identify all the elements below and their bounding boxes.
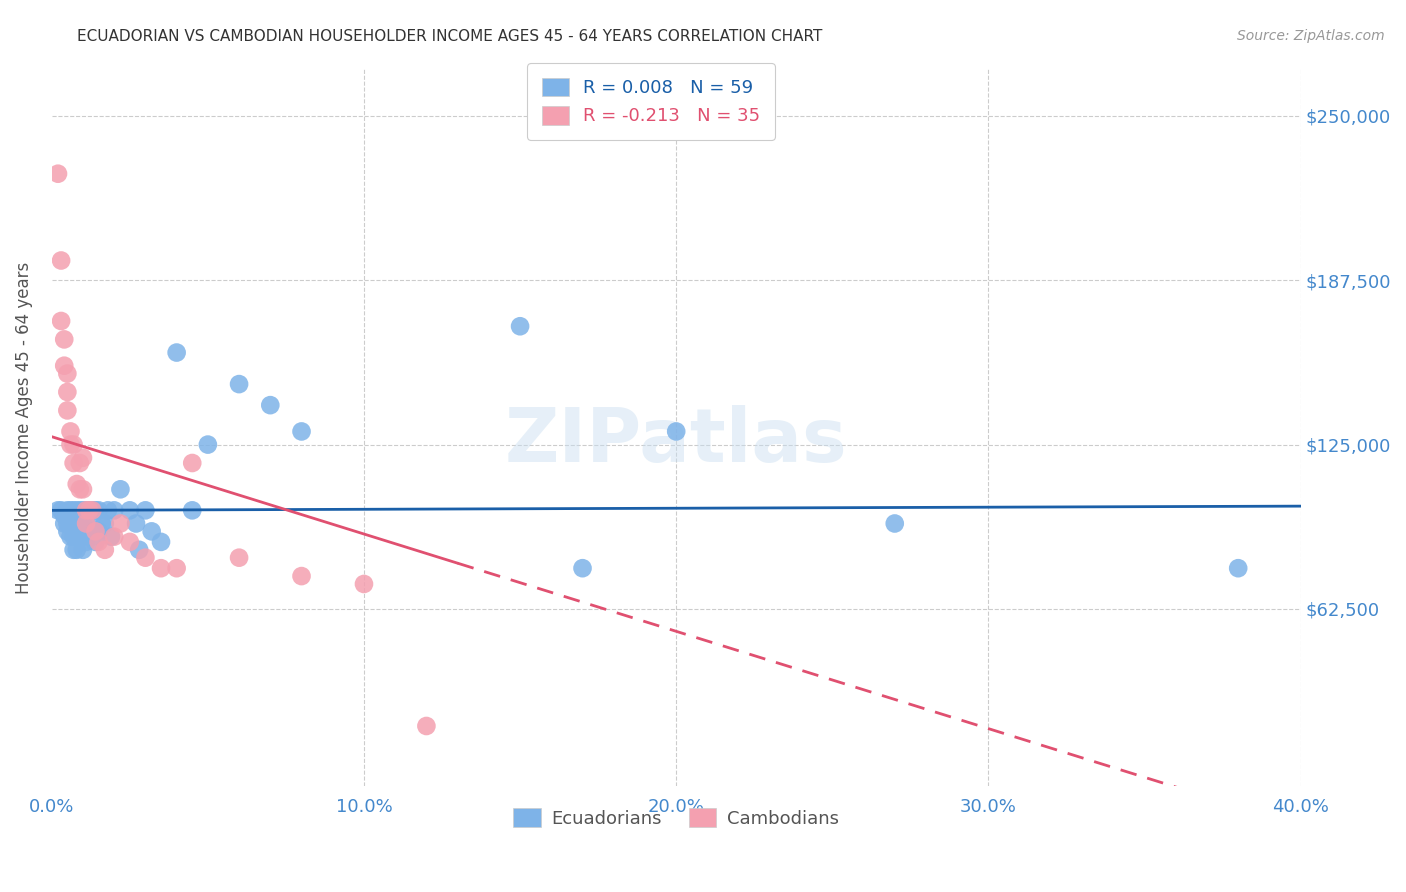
Point	[59, 437, 82, 451]
Point	[72, 483, 94, 497]
Point	[103, 503, 125, 517]
Point	[118, 535, 141, 549]
Point	[110, 516, 132, 531]
Point	[75, 503, 97, 517]
Point	[87, 503, 110, 517]
Point	[56, 367, 79, 381]
Text: ZIPatlas: ZIPatlas	[505, 405, 848, 478]
Point	[509, 319, 531, 334]
Point	[75, 503, 97, 517]
Legend: Ecuadorians, Cambodians: Ecuadorians, Cambodians	[506, 801, 846, 835]
Point	[69, 530, 91, 544]
Point	[66, 503, 89, 517]
Point	[77, 524, 100, 539]
Point	[75, 516, 97, 531]
Point	[72, 516, 94, 531]
Point	[46, 167, 69, 181]
Point	[150, 535, 173, 549]
Text: ECUADORIAN VS CAMBODIAN HOUSEHOLDER INCOME AGES 45 - 64 YEARS CORRELATION CHART: ECUADORIAN VS CAMBODIAN HOUSEHOLDER INCO…	[77, 29, 823, 44]
Point	[197, 437, 219, 451]
Point	[62, 516, 84, 531]
Point	[82, 503, 104, 517]
Point	[103, 530, 125, 544]
Point	[290, 569, 312, 583]
Point	[77, 503, 100, 517]
Point	[72, 503, 94, 517]
Point	[59, 425, 82, 439]
Point	[87, 535, 110, 549]
Point	[665, 425, 688, 439]
Point	[62, 437, 84, 451]
Point	[141, 524, 163, 539]
Point	[77, 503, 100, 517]
Point	[49, 503, 72, 517]
Point	[110, 483, 132, 497]
Point	[353, 577, 375, 591]
Point	[56, 384, 79, 399]
Point	[97, 503, 120, 517]
Point	[415, 719, 437, 733]
Point	[53, 332, 76, 346]
Point	[259, 398, 281, 412]
Point	[883, 516, 905, 531]
Point	[53, 359, 76, 373]
Point	[75, 535, 97, 549]
Point	[84, 503, 107, 517]
Point	[87, 524, 110, 539]
Point	[84, 535, 107, 549]
Point	[90, 516, 112, 531]
Point	[53, 508, 76, 523]
Point	[62, 503, 84, 517]
Point	[1227, 561, 1250, 575]
Point	[66, 542, 89, 557]
Point	[49, 314, 72, 328]
Point	[69, 456, 91, 470]
Point	[228, 377, 250, 392]
Point	[56, 403, 79, 417]
Point	[56, 516, 79, 531]
Point	[62, 456, 84, 470]
Point	[46, 503, 69, 517]
Point	[125, 516, 148, 531]
Point	[228, 550, 250, 565]
Point	[82, 530, 104, 544]
Point	[571, 561, 593, 575]
Point	[181, 503, 204, 517]
Point	[49, 253, 72, 268]
Point	[84, 524, 107, 539]
Point	[94, 516, 117, 531]
Point	[134, 503, 156, 517]
Point	[72, 542, 94, 557]
Point	[56, 524, 79, 539]
Point	[59, 516, 82, 531]
Point	[53, 516, 76, 531]
Point	[100, 530, 122, 544]
Point	[72, 530, 94, 544]
Point	[134, 550, 156, 565]
Point	[150, 561, 173, 575]
Point	[59, 530, 82, 544]
Point	[69, 503, 91, 517]
Y-axis label: Householder Income Ages 45 - 64 years: Householder Income Ages 45 - 64 years	[15, 261, 32, 593]
Point	[72, 450, 94, 465]
Point	[94, 542, 117, 557]
Point	[118, 503, 141, 517]
Point	[290, 425, 312, 439]
Point	[66, 477, 89, 491]
Point	[59, 503, 82, 517]
Text: Source: ZipAtlas.com: Source: ZipAtlas.com	[1237, 29, 1385, 43]
Point	[66, 516, 89, 531]
Point	[128, 542, 150, 557]
Point	[75, 516, 97, 531]
Point	[181, 456, 204, 470]
Point	[166, 561, 188, 575]
Point	[56, 503, 79, 517]
Point	[166, 345, 188, 359]
Point	[69, 516, 91, 531]
Point	[82, 503, 104, 517]
Point	[62, 530, 84, 544]
Point	[66, 530, 89, 544]
Point	[69, 483, 91, 497]
Point	[62, 542, 84, 557]
